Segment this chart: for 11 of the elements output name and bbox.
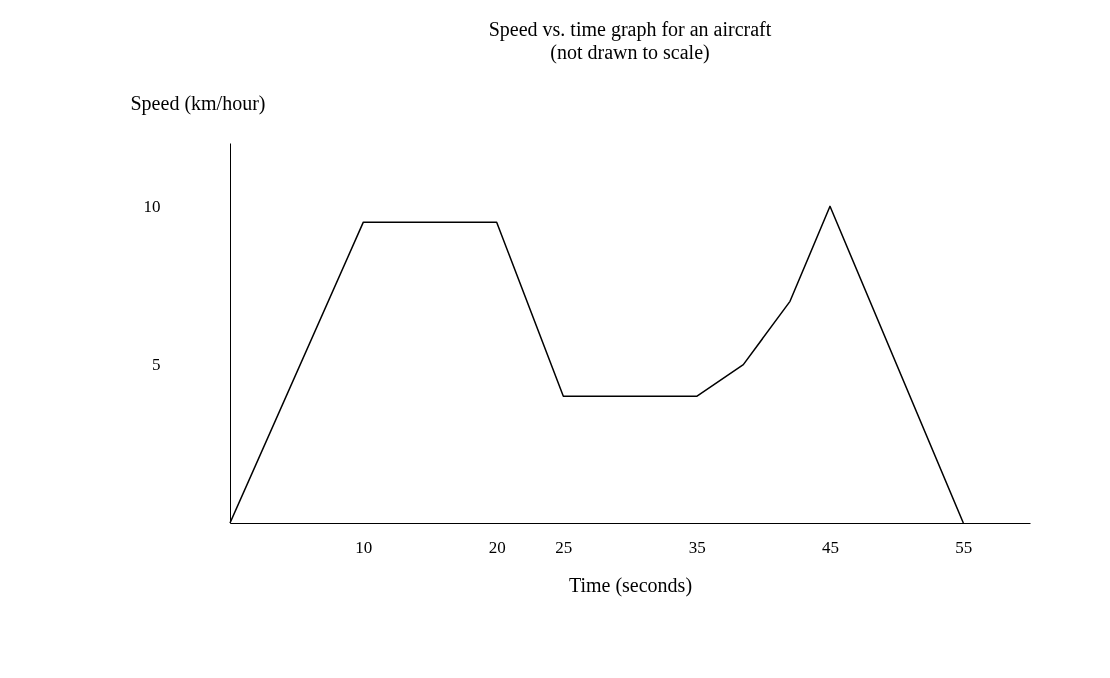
x-axis-title: Time (seconds): [568, 573, 693, 597]
y-axis-title: Speed (km/hour): [130, 91, 266, 115]
x-tick-label: 55: [955, 537, 973, 557]
x-tick-label: 35: [688, 537, 706, 557]
x-tick-label: 20: [488, 537, 506, 557]
x-tick-label: 45: [822, 537, 839, 557]
chart-subtitle: (not drawn to scale): [550, 41, 710, 64]
x-tick-label: 10: [355, 537, 373, 557]
chart-title: Speed vs. time graph for an aircraft: [488, 18, 772, 41]
x-tick-label: 25: [555, 537, 573, 557]
y-tick-label: 5: [152, 355, 161, 375]
